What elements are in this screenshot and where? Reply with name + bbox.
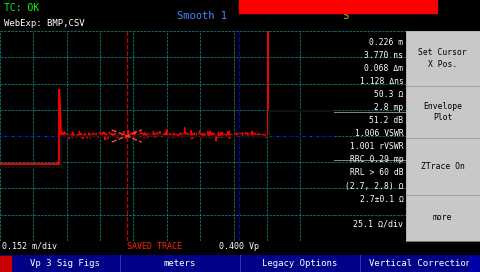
- Text: TC: OK: TC: OK: [4, 3, 39, 13]
- Text: 1.006 VSWR: 1.006 VSWR: [355, 129, 403, 138]
- Text: Smooth 1: Smooth 1: [177, 11, 227, 21]
- Text: 2.8 mp: 2.8 mp: [374, 103, 403, 112]
- Bar: [0, 256, 11, 271]
- Text: 50.3 Ω: 50.3 Ω: [374, 90, 403, 99]
- Text: RRL > 60 dB: RRL > 60 dB: [350, 168, 403, 177]
- Text: 2.7±0.1 Ω: 2.7±0.1 Ω: [360, 195, 403, 204]
- Text: (2.7, 2.8) Ω: (2.7, 2.8) Ω: [345, 181, 403, 191]
- Text: Envelope
Plot: Envelope Plot: [423, 102, 462, 122]
- Text: 0.152 m/div: 0.152 m/div: [2, 242, 57, 251]
- Text: 1.128 Δns: 1.128 Δns: [360, 77, 403, 86]
- Text: 51.2 dB: 51.2 dB: [369, 116, 403, 125]
- Text: meters: meters: [164, 259, 196, 268]
- Text: 0.226 m: 0.226 m: [369, 38, 403, 47]
- Text: RRC 0.29 mp: RRC 0.29 mp: [350, 155, 403, 164]
- Text: 0.068 Δm: 0.068 Δm: [364, 64, 403, 73]
- Text: Vp 3 Sig Figs: Vp 3 Sig Figs: [30, 259, 100, 268]
- Bar: [469, 256, 480, 271]
- Text: more: more: [433, 213, 453, 222]
- Text: SAVED TRACE: SAVED TRACE: [127, 242, 181, 251]
- Text: 0.400 Vp: 0.400 Vp: [219, 242, 259, 251]
- Text: WebExp: BMP,CSV: WebExp: BMP,CSV: [4, 19, 84, 28]
- Text: Legacy Options: Legacy Options: [263, 259, 337, 268]
- Bar: [239, 0, 436, 13]
- Text: Set Cursor
X Pos.: Set Cursor X Pos.: [419, 48, 467, 69]
- Text: ZTrace On: ZTrace On: [421, 162, 465, 171]
- Text: 25.1 Ω/div: 25.1 Ω/div: [353, 219, 403, 228]
- Text: Vertical Correction: Vertical Correction: [369, 259, 471, 268]
- Text: 1.001 rVSWR: 1.001 rVSWR: [350, 142, 403, 151]
- Text: S: S: [342, 11, 349, 21]
- Text: 3.770 ns: 3.770 ns: [364, 51, 403, 60]
